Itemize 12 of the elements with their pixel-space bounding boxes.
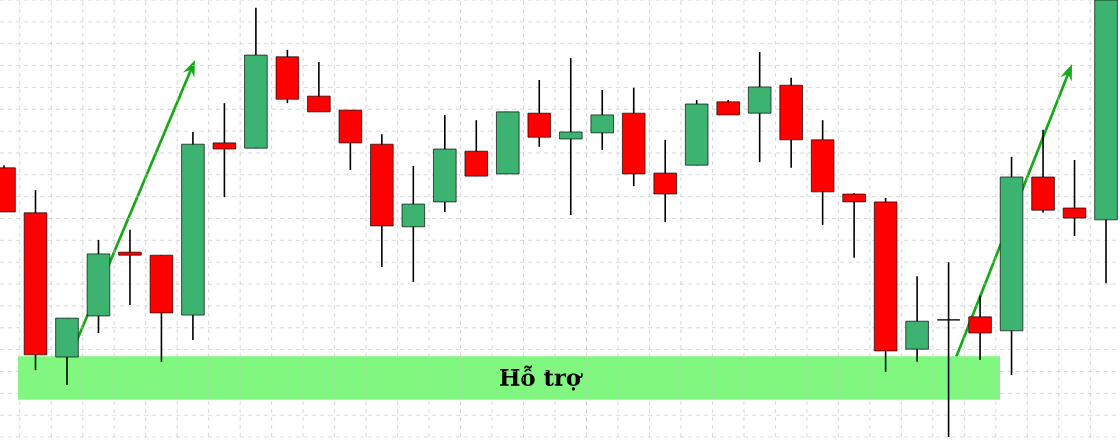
candlestick bbox=[842, 192, 866, 259]
candlestick bbox=[401, 165, 425, 283]
candlestick bbox=[559, 57, 583, 216]
candlestick bbox=[968, 295, 992, 361]
candlestick bbox=[1062, 159, 1087, 237]
candlestick bbox=[212, 102, 237, 198]
band-label: Hỗ trợ bbox=[500, 365, 583, 391]
candlestick bbox=[118, 229, 142, 306]
candlestick bbox=[653, 139, 677, 223]
candlestick bbox=[307, 61, 331, 113]
candlestick bbox=[936, 261, 961, 438]
candlestick bbox=[590, 89, 614, 151]
